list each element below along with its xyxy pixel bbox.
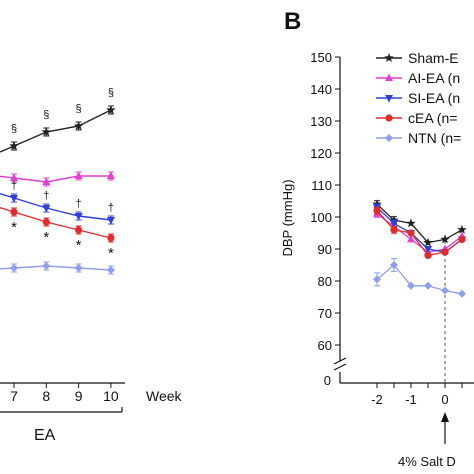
panel-a-point	[10, 208, 18, 216]
panel-b-point	[458, 235, 466, 243]
panel-a-point	[42, 262, 51, 270]
panel-b-x-tick-label: -2	[371, 392, 383, 407]
legend-marker	[385, 73, 393, 81]
panel-b-point	[407, 229, 415, 237]
panel-a-point	[74, 171, 83, 179]
panel-b-point	[373, 207, 381, 215]
panel-a-point	[106, 217, 115, 225]
panel-a-star-marker: *	[11, 219, 17, 236]
legend-label: Sham-E	[408, 50, 459, 66]
panel-b-y-tick-label: 110	[311, 178, 332, 193]
panel-a-point	[10, 195, 18, 203]
legend-marker	[385, 134, 393, 142]
panel-b-point	[406, 218, 416, 228]
panel-a-point	[107, 234, 115, 242]
legend-marker	[384, 53, 394, 62]
panel-a-star-marker: *	[43, 229, 49, 246]
panel-a-point	[41, 127, 52, 136]
legend-label: cEA (n=	[408, 110, 457, 126]
panel-b-y-axis-label: DBP (mmHg)	[280, 179, 295, 256]
panel-a-section-marker: §	[76, 103, 82, 115]
panel-b-y-tick-label: 100	[310, 210, 332, 225]
panel-b-annotation-arrowhead	[441, 412, 449, 422]
panel-b-point	[424, 246, 432, 254]
panel-b-point	[407, 281, 415, 290]
panel-a-dagger-marker: †	[11, 180, 17, 192]
panel-a-x-tick-label: 9	[75, 388, 83, 404]
panel-b-x-tick-label: 0	[441, 392, 448, 407]
panel-b-y-tick-label: 80	[318, 274, 332, 289]
legend-marker	[385, 114, 393, 122]
panel-a-line-chart: 7 8 9 10 Week EA § § § § † † † † * * * *	[0, 87, 183, 444]
panel-a-point	[106, 105, 116, 114]
legend-label: AI-EA (n	[408, 70, 460, 86]
panel-b-point	[390, 226, 398, 234]
panel-a-point	[10, 173, 18, 181]
panel-b-axis-break-mark	[333, 363, 347, 371]
panel-b-series-line	[376, 213, 463, 253]
panel-b-y-tick-label: 120	[310, 146, 332, 161]
panel-a-section-marker: §	[11, 123, 17, 135]
panel-b-point	[441, 248, 449, 256]
panel-a-point	[42, 177, 51, 185]
panel-a-week-label: Week	[146, 388, 183, 404]
panel-a-point	[42, 205, 51, 213]
legend-marker	[385, 95, 393, 103]
panel-a-point	[75, 226, 83, 234]
panel-b-point	[424, 281, 432, 290]
panel-b-point	[424, 251, 432, 259]
panel-a-point	[73, 121, 84, 130]
panel-a-dagger-marker: †	[76, 198, 82, 210]
panel-b-y-tick-label: 70	[318, 306, 332, 321]
panel-a-section-marker: §	[43, 109, 49, 121]
panel-b-point	[390, 261, 398, 269]
panel-b-y-tick-label-zero: 0	[324, 373, 331, 388]
panel-b-point	[457, 224, 467, 234]
legend-label: SI-EA (n	[408, 90, 460, 106]
panel-b-y-tick-label: 60	[318, 338, 332, 353]
panel-a-x-tick-label: 8	[42, 388, 50, 404]
panel-b-y-tick-label: 90	[318, 242, 332, 257]
panel-a-section-marker: §	[108, 87, 114, 99]
panel-b-point	[390, 220, 398, 228]
panel-a-point	[74, 213, 83, 221]
panel-b-point	[373, 275, 381, 284]
panel-b-point	[441, 286, 449, 295]
panel-b-line-chart: B 60 70 80 90 100 110 120 130 140 150 0 DBP (mmHg) -2…	[280, 8, 474, 469]
panel-a-dagger-marker: †	[108, 202, 114, 214]
panel-b-series-line	[376, 264, 463, 295]
panel-b-y-tick-label: 130	[310, 114, 332, 129]
panel-b-letter: B	[284, 8, 301, 35]
panel-b-x-tick-label: -1	[405, 392, 417, 407]
panel-a-star-marker: *	[108, 245, 114, 262]
panel-a-point	[74, 264, 83, 272]
panel-a-point	[106, 171, 115, 179]
panel-a-point	[10, 264, 18, 272]
panel-b-point	[458, 289, 466, 298]
panel-b-annotation: 4% Salt D	[398, 454, 456, 469]
panel-a-point	[106, 266, 115, 274]
panel-a-ea-label: EA	[34, 427, 56, 444]
panel-a-point	[9, 141, 19, 150]
legend-label: NTN (n=	[408, 130, 461, 146]
panel-a-x-tick-label: 7	[10, 388, 18, 404]
panel-b-point	[407, 234, 415, 243]
panel-b-y-tick-label: 140	[310, 82, 332, 97]
panel-a-dagger-marker: †	[43, 190, 49, 202]
panel-a-point	[42, 218, 50, 226]
panel-b-point	[440, 234, 450, 244]
panel-a-star-marker: *	[76, 237, 82, 254]
panel-b-y-tick-label: 150	[310, 50, 332, 65]
panel-b-point	[423, 237, 433, 247]
panel-b-axis-break-mark	[333, 357, 347, 365]
panel-a-x-tick-label: 10	[103, 388, 119, 404]
